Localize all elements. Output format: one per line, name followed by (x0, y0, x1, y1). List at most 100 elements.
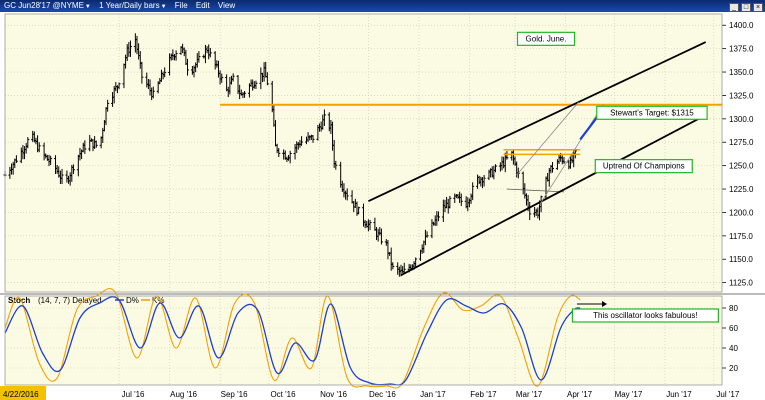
timeframe-label[interactable]: 1 Year/Daily bars (99, 1, 160, 10)
legend-d-label: D% (126, 296, 139, 305)
y-tick-label: 1300.0 (729, 115, 754, 124)
target-label: Stewart's Target: $1315 (596, 105, 708, 120)
symbol-dropdown-icon[interactable]: ▼ (84, 4, 91, 10)
inner-channel-line (539, 104, 604, 206)
ohlc-bar (186, 58, 190, 76)
ohlc-bar (220, 73, 224, 83)
symbol-label[interactable]: GC Jun28'17 @NYME (4, 1, 84, 10)
price-bars (3, 33, 577, 277)
ohlc-bar (117, 82, 121, 90)
price-plot-frame (4, 13, 723, 293)
ohlc-bar (379, 228, 383, 245)
x-tick-label: Nov '16 (320, 390, 347, 399)
uptrend-label-text: Uptrend Of Champions (603, 162, 685, 171)
ohlc-bar (505, 151, 509, 160)
ohlc-bar (357, 206, 361, 215)
inner-channel-line (516, 101, 579, 176)
gold-june-label-text: Gold. June. (526, 34, 567, 43)
ohlc-bar (482, 175, 486, 187)
short-support-line (506, 188, 564, 193)
ohlc-bar (163, 67, 167, 78)
window-controls: _ □ × (727, 1, 763, 12)
stoch-k-line (4, 288, 581, 389)
ohlc-bar (391, 262, 395, 270)
target-label-text: Stewart's Target: $1315 (610, 108, 694, 117)
stoch-y-tick-label: 20 (729, 364, 738, 373)
upper-channel-line (368, 41, 707, 203)
stoch-y-tick-label: 40 (729, 344, 738, 353)
ohlc-bar (448, 195, 452, 209)
x-tick-label: May '17 (615, 390, 643, 399)
y-tick-label: 1175.0 (729, 232, 753, 241)
ohlc-bar (83, 140, 87, 154)
x-grid (118, 14, 715, 385)
gold-june-label: Gold. June. (516, 31, 576, 46)
start-date-label: 4/22/2016 (3, 390, 39, 399)
stoch-y-tick-label: 60 (729, 324, 738, 333)
oscillator-label: This oscillator looks fabulous! (571, 308, 719, 323)
ohlc-bar (539, 195, 543, 213)
y-tick-label: 1200.0 (729, 208, 754, 217)
ohlc-bar (345, 188, 349, 201)
stoch-d-line (4, 296, 581, 386)
x-tick-label: Jul '16 (122, 390, 145, 399)
x-tick-label: Sep '16 (221, 390, 248, 399)
ohlc-bar (459, 193, 463, 207)
ohlc-bar (493, 164, 497, 173)
y-tick-label: 1400.0 (729, 21, 754, 30)
y-tick-label: 1275.0 (729, 138, 754, 147)
ohlc-bar (14, 155, 18, 164)
stoch-plot-frame (4, 295, 723, 386)
x-tick-label: Jul '17 (716, 390, 739, 399)
maximize-button[interactable]: □ (741, 3, 751, 12)
ohlc-bar (402, 262, 406, 274)
y-tick-label: 1125.0 (729, 279, 753, 288)
legend-k-label: K% (152, 296, 164, 305)
x-tick-label: Aug '16 (170, 390, 197, 399)
ohlc-bar (174, 50, 178, 61)
ohlc-bar (551, 162, 555, 173)
ohlc-bar (208, 47, 212, 58)
ohlc-bar (265, 72, 269, 86)
ohlc-bar (60, 168, 64, 185)
ohlc-bar (562, 156, 566, 164)
ohlc-bar (471, 182, 475, 201)
ohlc-bar (49, 155, 53, 165)
y-tick-label: 1350.0 (729, 68, 754, 77)
y-tick-label: 1150.0 (729, 255, 753, 264)
menu-view[interactable]: View (217, 1, 236, 10)
x-tick-label: Mar '17 (516, 390, 543, 399)
price-plot-area (5, 14, 722, 292)
menu-file[interactable]: File (174, 1, 188, 10)
y-tick-label: 1225.0 (729, 185, 754, 194)
x-tick-label: Dec '16 (369, 390, 396, 399)
x-tick-label: Oct '16 (270, 390, 296, 399)
ohlc-bar (243, 91, 247, 98)
ohlc-bar (231, 73, 235, 82)
ohlc-bar (140, 61, 144, 84)
ohlc-bar (106, 99, 110, 112)
ohlc-bar (322, 109, 326, 126)
uptrend-label-box (594, 159, 693, 174)
x-tick-label: Jan '17 (420, 390, 446, 399)
ohlc-bar (151, 86, 155, 99)
ohlc-bar (334, 160, 338, 170)
y-tick-label: 1250.0 (729, 162, 754, 171)
ohlc-bar (436, 211, 440, 222)
start-date-box (0, 386, 46, 400)
ohlc-bar (311, 135, 315, 143)
menu-edit[interactable]: Edit (195, 1, 210, 10)
uptrend-label: Uptrend Of Champions (594, 159, 693, 174)
timeframe-dropdown-icon[interactable]: ▼ (160, 4, 167, 10)
ohlc-bar (94, 140, 98, 148)
ohlc-bar (288, 150, 292, 164)
stoch-params: (14, 7, 7) Delayed (38, 296, 102, 305)
minimize-button[interactable]: _ (729, 3, 739, 12)
ohlc-bar (368, 219, 372, 231)
oscillator-label-text: This oscillator looks fabulous! (593, 311, 698, 320)
lower-channel-line (400, 114, 707, 276)
close-button[interactable]: × (753, 3, 763, 12)
ohlc-bar (254, 80, 258, 89)
ohlc-bar (197, 51, 201, 63)
